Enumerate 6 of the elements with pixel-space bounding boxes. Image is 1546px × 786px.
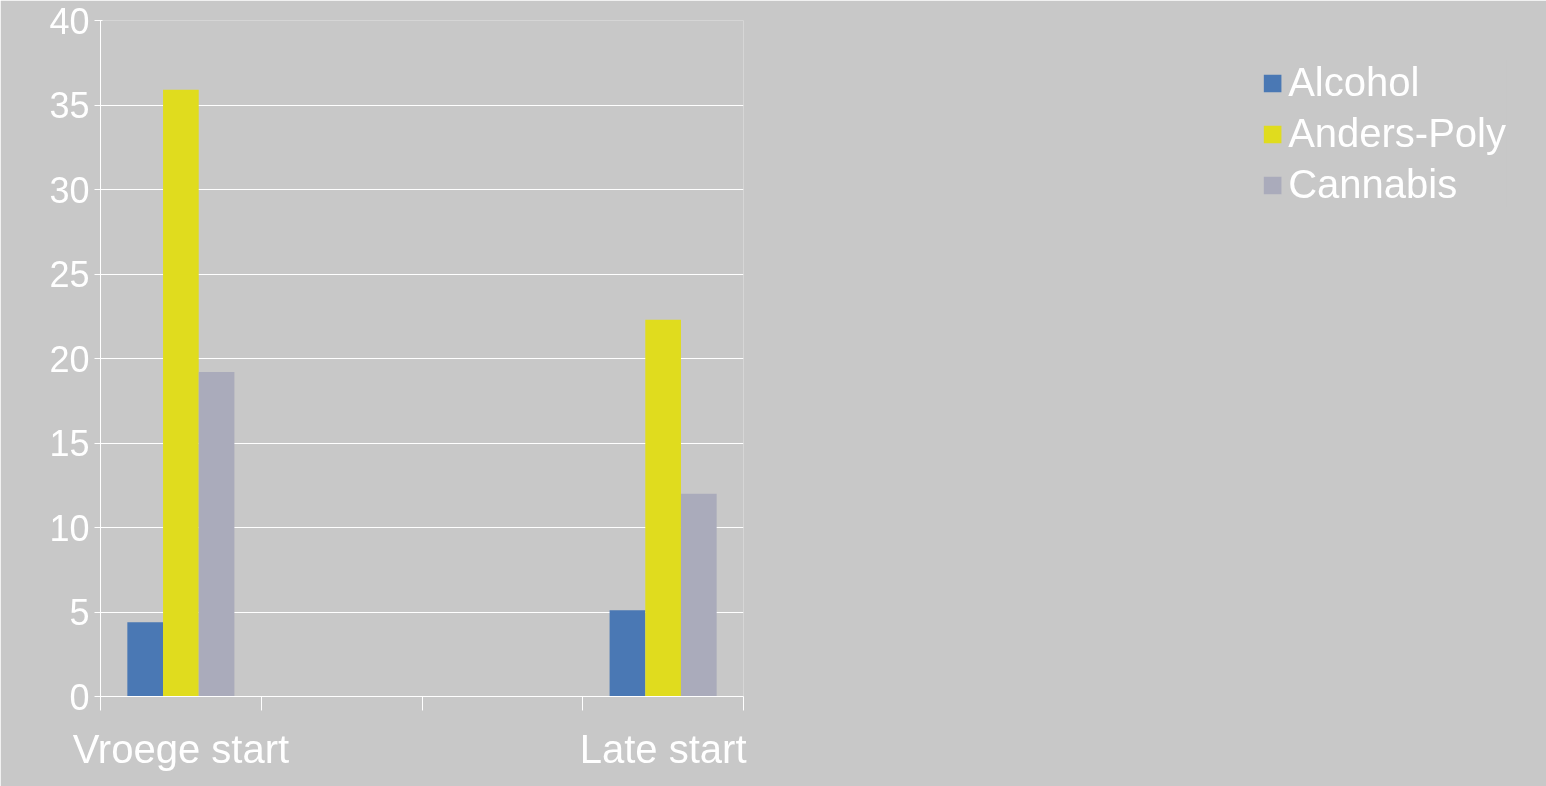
bar bbox=[198, 372, 235, 697]
bar bbox=[680, 493, 717, 697]
bar bbox=[645, 319, 681, 697]
bar bbox=[609, 610, 646, 697]
bar bbox=[163, 89, 199, 697]
bar bbox=[127, 622, 164, 697]
